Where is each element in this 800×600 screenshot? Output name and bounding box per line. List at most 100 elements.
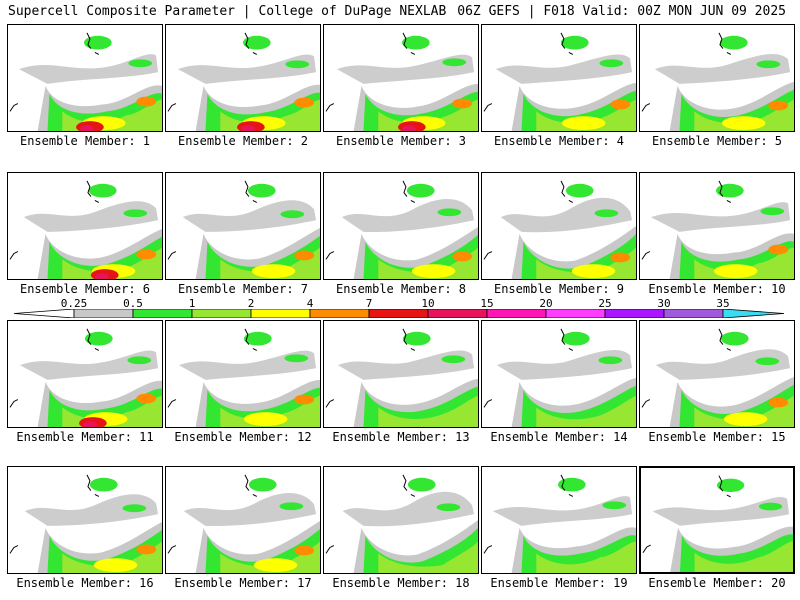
legend-tick-label: 1 xyxy=(188,297,196,310)
coastline-outline xyxy=(167,474,258,554)
member-label: Ensemble Member: 10 xyxy=(648,282,786,296)
coastline-outline xyxy=(167,32,258,112)
member-label: Ensemble Member: 3 xyxy=(335,134,467,148)
coastline-outline xyxy=(483,328,574,408)
field-contours xyxy=(18,35,162,131)
member-label: Ensemble Member: 8 xyxy=(335,282,467,296)
scp-map xyxy=(9,474,162,573)
member-label: Ensemble Member: 19 xyxy=(490,576,628,590)
field-contours xyxy=(178,331,320,427)
field-contours xyxy=(500,183,636,279)
member-label: Ensemble Member: 6 xyxy=(19,282,151,296)
legend-swatch xyxy=(427,309,488,318)
ensemble-panel[interactable] xyxy=(7,172,163,280)
coastline-outline xyxy=(9,180,100,260)
ensemble-panel[interactable] xyxy=(639,320,795,428)
legend-swatch xyxy=(368,309,429,318)
ensemble-panel[interactable] xyxy=(165,172,321,280)
ensemble-panel[interactable] xyxy=(323,466,479,574)
member-label: Ensemble Member: 7 xyxy=(177,282,309,296)
field-contours xyxy=(177,35,320,131)
legend-tick-label: 0.5 xyxy=(123,297,143,310)
member-label: Ensemble Member: 4 xyxy=(493,134,625,148)
ensemble-panel[interactable] xyxy=(323,24,479,132)
ensemble-panel[interactable] xyxy=(481,320,637,428)
coastline-outline xyxy=(9,328,100,408)
field-contours xyxy=(342,477,478,573)
scp-map xyxy=(483,180,636,279)
ensemble-panel[interactable] xyxy=(165,320,321,428)
scp-map xyxy=(167,180,320,279)
ensemble-panel[interactable] xyxy=(7,24,163,132)
field-contours xyxy=(341,183,478,279)
ensemble-panel[interactable] xyxy=(481,172,637,280)
legend-tick-label: 15 xyxy=(480,297,494,310)
coastline-outline xyxy=(325,32,416,112)
member-label: Ensemble Member: 20 xyxy=(648,576,786,590)
scp-map xyxy=(325,180,478,279)
field-contours xyxy=(496,331,636,427)
legend-tick-label: 2 xyxy=(247,297,255,310)
legend-swatch xyxy=(250,309,311,318)
coastline-outline xyxy=(483,32,574,112)
member-label: Ensemble Member: 9 xyxy=(493,282,625,296)
field-contours xyxy=(654,35,794,131)
page-title: Supercell Composite Parameter | College … xyxy=(8,4,447,19)
ensemble-panel[interactable] xyxy=(7,320,163,428)
coastline-outline xyxy=(483,474,574,554)
legend-swatch xyxy=(663,309,724,318)
member-label: Ensemble Member: 16 xyxy=(16,576,154,590)
coastline-outline xyxy=(167,328,258,408)
scp-map xyxy=(641,32,794,131)
ensemble-panel[interactable] xyxy=(165,466,321,574)
coastline-outline xyxy=(9,32,100,112)
scp-map xyxy=(167,474,320,573)
ensemble-panel[interactable] xyxy=(481,466,637,574)
ensemble-panel[interactable] xyxy=(323,172,479,280)
coastline-outline xyxy=(325,328,416,408)
coastline-outline xyxy=(641,328,732,408)
ensemble-panel[interactable] xyxy=(323,320,479,428)
member-label: Ensemble Member: 14 xyxy=(490,430,628,444)
legend-swatch xyxy=(486,309,547,318)
legend-tick-label: 35 xyxy=(716,297,730,310)
legend-swatch xyxy=(73,309,134,318)
field-contours xyxy=(495,35,636,131)
coastline-outline xyxy=(641,180,732,260)
member-label: Ensemble Member: 11 xyxy=(16,430,154,444)
legend-colorbar xyxy=(14,309,784,318)
field-contours xyxy=(19,331,162,427)
legend-swatch xyxy=(604,309,665,318)
ensemble-panel[interactable] xyxy=(639,24,795,132)
ensemble-panel[interactable] xyxy=(639,172,795,280)
field-contours xyxy=(23,183,162,279)
member-label: Ensemble Member: 17 xyxy=(174,576,312,590)
member-label: Ensemble Member: 2 xyxy=(177,134,309,148)
scp-map xyxy=(167,328,320,427)
member-label: Ensemble Member: 5 xyxy=(651,134,783,148)
field-contours xyxy=(492,477,636,573)
legend-swatch xyxy=(309,309,370,318)
legend-tick-label: 10 xyxy=(421,297,435,310)
legend-tick-label: 4 xyxy=(306,297,314,310)
scp-map xyxy=(9,180,162,279)
ensemble-panel[interactable] xyxy=(7,466,163,574)
coastline-outline xyxy=(9,474,100,554)
field-contours xyxy=(337,331,478,427)
ensemble-panel[interactable] xyxy=(639,466,795,574)
legend-swatch xyxy=(191,309,252,318)
scp-map xyxy=(325,328,478,427)
scp-map xyxy=(641,328,794,427)
ensemble-panel[interactable] xyxy=(481,24,637,132)
legend-swatch xyxy=(722,309,784,318)
field-contours xyxy=(183,477,320,573)
legend-arrow-left xyxy=(14,309,75,318)
field-contours xyxy=(650,183,794,279)
run-info: 06Z GEFS | F018 Valid: 00Z MON JUN 09 20… xyxy=(457,4,786,19)
coastline-outline xyxy=(642,475,731,554)
ensemble-panel[interactable] xyxy=(165,24,321,132)
legend-tick-label: 0.25 xyxy=(60,297,88,310)
scp-map xyxy=(325,32,478,131)
member-label: Ensemble Member: 15 xyxy=(648,430,786,444)
legend-swatch xyxy=(545,309,606,318)
